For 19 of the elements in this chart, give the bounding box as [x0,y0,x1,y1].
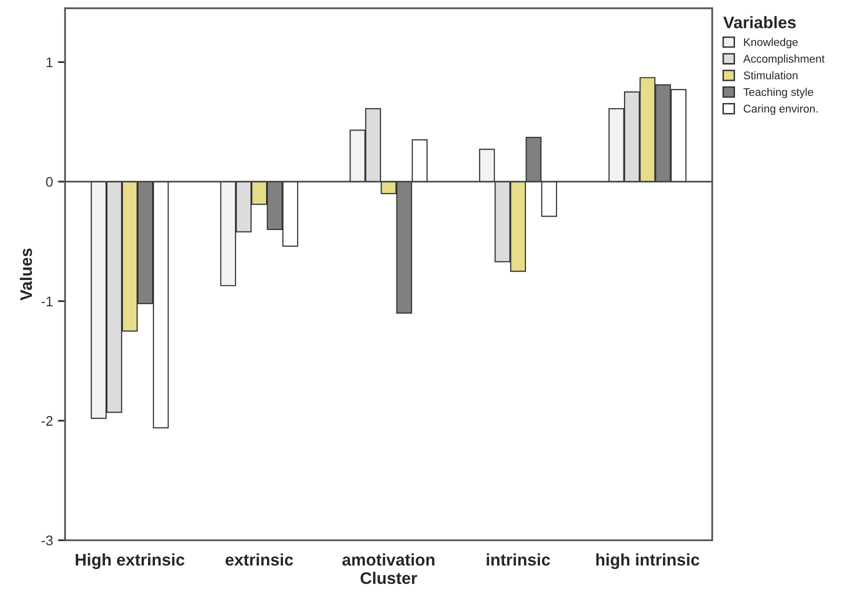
bar [412,139,428,182]
x-axis-title: Cluster [360,572,418,584]
x-tick-label: extrinsic [226,553,293,566]
legend-label: Accomplishment [743,54,825,65]
legend-label: Caring environ. [744,104,818,115]
legend-label: Stimulation [744,71,798,80]
y-axis-title: Values [20,248,32,301]
legend-title: Variables [723,16,796,28]
y-tick-label: -2 [42,416,53,426]
y-tick-label: 0 [46,176,53,187]
y-tick-label: -3 [42,536,53,546]
x-tick-label: High extrinsic [76,553,184,570]
y-tick-label: -1 [42,296,53,306]
x-tick-label: intrinsic [486,553,550,566]
legend-label: Teaching style [743,88,814,98]
legend-label: Knowledge [744,38,798,48]
x-tick-label: high intrinsic [596,553,700,570]
x-tick-label: amotivation [342,553,434,566]
y-tick-label: 1 [46,58,53,68]
